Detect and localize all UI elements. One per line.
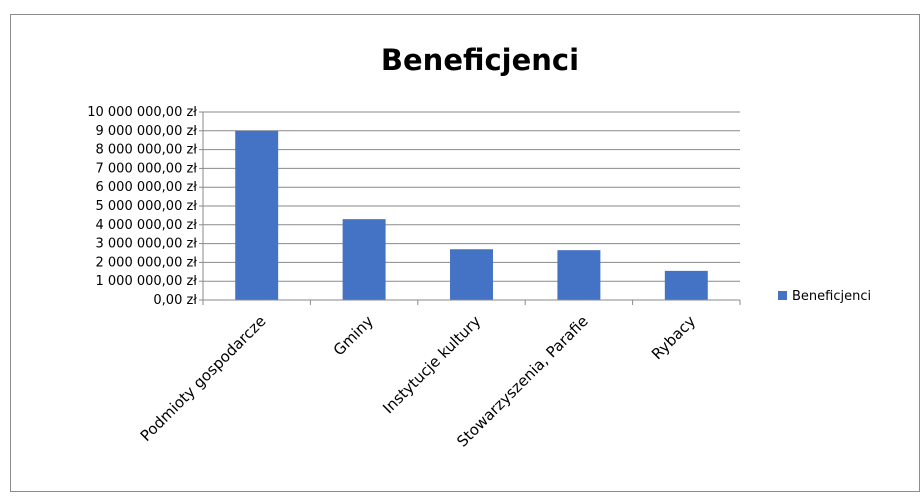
bar bbox=[342, 219, 386, 300]
bar bbox=[450, 249, 493, 300]
y-tick-label: 6 000 000,00 zł bbox=[96, 180, 198, 195]
y-tick-label: 8 000 000,00 zł bbox=[96, 143, 198, 158]
y-tick-label: 5 000 000,00 zł bbox=[96, 199, 198, 214]
y-axis-ticks: 0,00 zł 1 000 000,00 zł 2 000 000,00 zł 3 0… bbox=[87, 105, 203, 308]
x-axis-category-labels: Podmioty gospodarcze Gminy Instytucje kult… bbox=[137, 312, 699, 451]
axes bbox=[202, 112, 741, 305]
y-tick-label: 9 000 000,00 zł bbox=[96, 124, 198, 139]
bars bbox=[235, 130, 708, 300]
bar-chart: Beneficjenci 0,00 zł 1 000 000,00 zł 2 000… bbox=[87, 43, 871, 451]
chart-title: Beneficjenci bbox=[381, 43, 579, 77]
bar bbox=[557, 250, 601, 300]
x-category-label: Gminy bbox=[330, 312, 377, 359]
y-tick-label: 2 000 000,00 zł bbox=[96, 255, 198, 270]
x-category-label: Instytucje kultury bbox=[379, 312, 484, 417]
y-tick-label: 3 000 000,00 zł bbox=[96, 237, 198, 252]
chart-frame: Beneficjenci 0,00 zł 1 000 000,00 zł 2 000… bbox=[10, 14, 920, 492]
y-tick-label: 7 000 000,00 zł bbox=[96, 161, 198, 176]
y-tick-label: 0,00 zł bbox=[153, 293, 197, 308]
bar bbox=[235, 130, 279, 300]
y-tick-label: 4 000 000,00 zł bbox=[96, 218, 198, 233]
bar bbox=[664, 270, 708, 300]
y-tick-label: 10 000 000,00 zł bbox=[87, 105, 197, 120]
gridlines bbox=[203, 111, 740, 282]
legend-label: Beneficjenci bbox=[792, 289, 871, 304]
legend-swatch bbox=[778, 291, 787, 300]
legend: Beneficjenci bbox=[778, 289, 871, 304]
x-category-label: Rybacy bbox=[648, 312, 699, 363]
y-tick-label: 1 000 000,00 zł bbox=[96, 274, 198, 289]
x-category-label: Podmioty gospodarcze bbox=[137, 312, 270, 445]
